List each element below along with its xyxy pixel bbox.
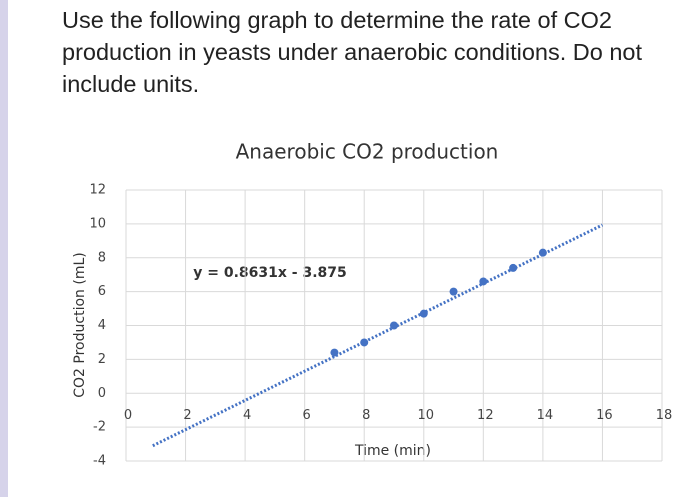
x-tick-label: 14 xyxy=(537,408,554,423)
x-axis-label: Time (min) xyxy=(354,443,431,459)
data-point xyxy=(419,309,428,318)
x-tick-label: 12 xyxy=(477,408,494,423)
y-tick-label: 0 xyxy=(98,386,106,401)
trendline-equation: y = 0.8631x - 3.875 xyxy=(193,265,347,281)
data-point xyxy=(538,248,547,257)
x-tick-label: 8 xyxy=(362,408,370,423)
y-tick-label: -2 xyxy=(93,420,106,435)
y-axis-label: CO2 Production (mL) xyxy=(72,252,88,397)
y-tick-label: 8 xyxy=(98,250,106,265)
x-tick-label: 16 xyxy=(596,408,613,423)
x-tick-label: 18 xyxy=(656,408,673,423)
x-tick-label: 2 xyxy=(183,408,191,423)
y-tick-label: 12 xyxy=(89,183,106,198)
x-tick-label: 0 xyxy=(124,408,132,423)
data-point xyxy=(330,348,339,357)
data-point xyxy=(390,321,398,330)
data-point xyxy=(509,263,518,272)
question-text: Use the following graph to determine the… xyxy=(62,7,643,97)
x-tick-label: 6 xyxy=(303,408,311,423)
data-point xyxy=(449,287,458,296)
y-tick-label: 2 xyxy=(98,352,106,367)
x-tick-label: 10 xyxy=(418,408,435,423)
y-tick-label: 6 xyxy=(98,284,106,299)
trendline xyxy=(152,223,604,448)
x-tick-label: 4 xyxy=(243,408,251,423)
y-tick-label: -4 xyxy=(93,454,106,469)
chart-title: Anaerobic CO2 production xyxy=(236,140,499,164)
y-tick-label: 10 xyxy=(89,216,106,231)
side-stripe xyxy=(0,0,8,497)
data-point xyxy=(479,277,488,286)
data-point xyxy=(360,338,369,347)
y-tick-label: 4 xyxy=(98,318,106,333)
